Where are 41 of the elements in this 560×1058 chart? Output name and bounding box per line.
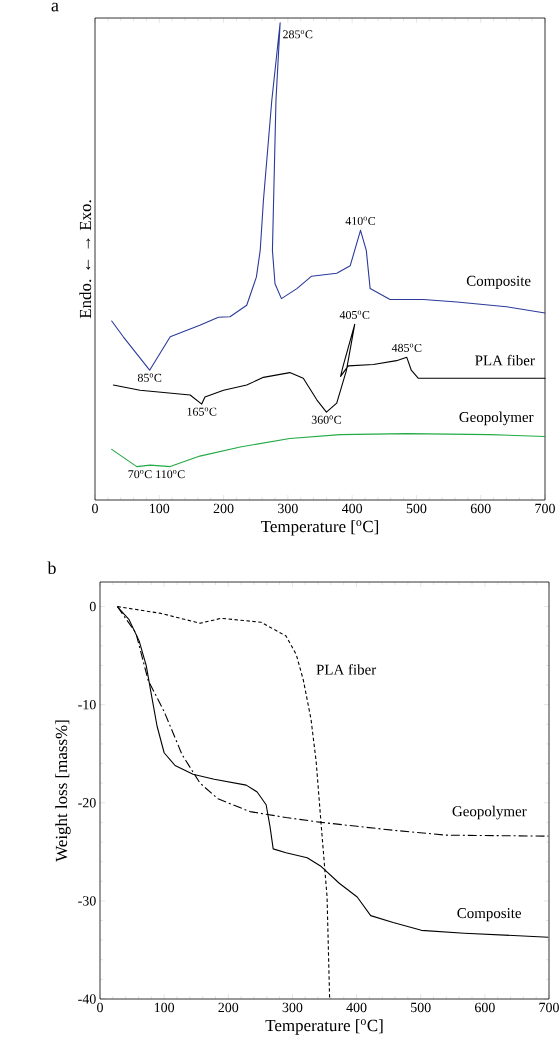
annotation: 165$^{o}$C bbox=[187, 407, 217, 416]
y-tick-label: -40 bbox=[78, 994, 96, 1004]
x-tick-label: 200 bbox=[213, 503, 234, 514]
y-axis-title: Weight loss [mass%] bbox=[55, 720, 71, 862]
y-axis-title: Endo. ← → Exo. bbox=[79, 200, 92, 319]
annotation: 360$^{o}$C bbox=[311, 415, 341, 424]
annotation: 410$^{o}$C bbox=[345, 216, 376, 225]
x-axis-title: Temperature [$^{o}$C] bbox=[265, 1019, 383, 1035]
x-tick-label: 700 bbox=[535, 503, 555, 514]
x-tick-label: 300 bbox=[278, 503, 298, 514]
text: a bbox=[51, 2, 59, 12]
x-tick-label: 200 bbox=[218, 1002, 239, 1013]
x-tick-label: 400 bbox=[341, 503, 363, 514]
annotation: 85$^{o}$C bbox=[137, 373, 162, 382]
series-label: Geopolymer bbox=[452, 805, 527, 820]
x-tick-label: 100 bbox=[154, 1002, 175, 1013]
x-tick-label: 100 bbox=[150, 503, 170, 514]
series-label: Geopolymer bbox=[459, 411, 534, 426]
text: b bbox=[47, 561, 56, 575]
x-tick-label: 700 bbox=[539, 1002, 559, 1013]
y-tick-label: -20 bbox=[78, 798, 96, 808]
x-tick-label: 300 bbox=[282, 1002, 303, 1013]
annotation: 405$^{o}$C bbox=[339, 310, 370, 319]
annotation: 70$^{o}$C bbox=[128, 470, 152, 479]
series-label: Composite bbox=[466, 275, 531, 289]
series-label: PLA fiber bbox=[475, 354, 535, 366]
x-tick-label: 600 bbox=[474, 1002, 495, 1013]
series-label: Composite bbox=[457, 908, 522, 922]
series-label: PLA fiber bbox=[316, 664, 377, 675]
y-tick-label: -10 bbox=[78, 699, 96, 710]
annotation: 110$^{o}$C bbox=[156, 470, 185, 479]
x-tick-label: 500 bbox=[411, 1002, 431, 1013]
y-tick-label: -30 bbox=[78, 896, 96, 906]
annotation: 485$^{o}$C bbox=[391, 343, 422, 352]
annotation: 285$^{o}$C bbox=[283, 30, 313, 39]
x-tick-label: 600 bbox=[470, 503, 491, 514]
x-axis-title: Temperature [$^{o}$C] bbox=[261, 520, 379, 536]
y-tick-label: 0 bbox=[89, 601, 96, 612]
x-tick-label: 400 bbox=[346, 1002, 367, 1013]
x-tick-label: 500 bbox=[406, 503, 427, 514]
x-tick-label: 0 bbox=[97, 1002, 103, 1013]
